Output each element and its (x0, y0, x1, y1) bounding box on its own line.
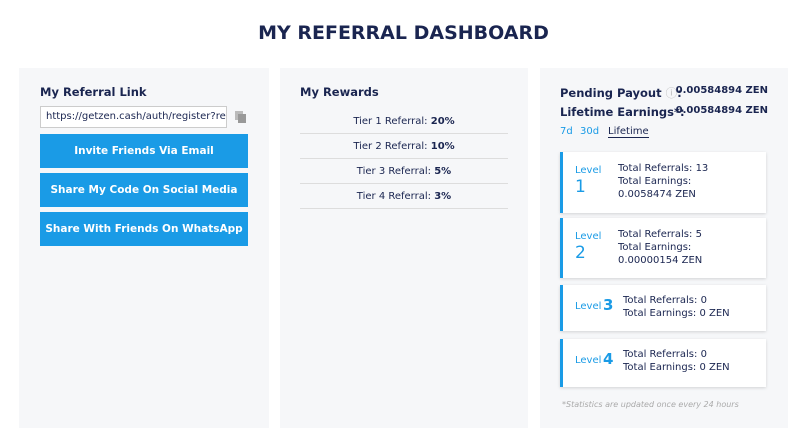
whatsapp-button[interactable]: Share With Friends On WhatsApp (40, 212, 248, 246)
level-stats: Total Referrals: 5 Total Earnings: 0.0000… (618, 228, 748, 267)
panel-title: My Referral Link (40, 85, 147, 99)
stats-panel: Pending Payout ⓘ: 0.00584894 ZEN Lifetim… (540, 68, 788, 428)
page-title: MY REFERRAL DASHBOARD (258, 22, 549, 44)
level-card: Level 3 Total Referrals: 0 Total Earnings: … (560, 285, 766, 331)
tier-row: Tier 1 Referral: 20% (300, 109, 508, 134)
tier-label: Tier 3 Referral: (356, 166, 432, 177)
tab[interactable]: 7d (560, 126, 573, 137)
tier-label: Tier 4 Referral: (356, 191, 432, 202)
total-earnings: Total Earnings: 0 ZEN (623, 362, 730, 373)
total-referrals: Total Referrals: 5 (618, 229, 702, 240)
total-referrals: Total Referrals: 0 (623, 295, 707, 306)
tier-value: 5% (434, 166, 452, 177)
level-stats: Total Referrals: 0 Total Earnings: 0 ZEN (623, 294, 753, 320)
copy-icon[interactable] (234, 110, 248, 124)
footnote: *Statistics are updated once every 24 ho… (562, 400, 739, 409)
social-button[interactable]: Share My Code On Social Media (40, 173, 248, 207)
total-referrals: Total Referrals: 0 (623, 349, 707, 360)
pending-label: Pending Payout ⓘ: (560, 85, 682, 101)
tab[interactable]: 30d (580, 126, 600, 137)
tier-value: 20% (430, 116, 455, 127)
tier-value: 10% (430, 141, 455, 152)
level-label: Level (575, 301, 602, 312)
total-referrals: Total Referrals: 13 (618, 163, 709, 174)
level-card: Level 1 Total Referrals: 13 Total Earnings:… (560, 152, 766, 213)
total-earnings: Total Earnings: 0 ZEN (623, 308, 730, 319)
level-number: 1 (575, 177, 586, 197)
level-stats: Total Referrals: 13 Total Earnings: 0.005… (618, 162, 748, 201)
level-label: Level (575, 231, 602, 242)
tier-label: Tier 2 Referral: (353, 141, 428, 152)
colon: : (677, 86, 682, 100)
lifetime-label: Lifetime Earnings*: (560, 105, 685, 119)
email-button[interactable]: Invite Friends Via Email (40, 134, 248, 168)
referral-url-input[interactable]: https://getzen.cash/auth/register?ref= (40, 106, 227, 128)
pending-label-text: Pending Payout (560, 86, 662, 100)
total-earnings: Total Earnings: 0.00000154 ZEN (618, 242, 703, 266)
referral-panel: My Referral Link https://getzen.cash/aut… (19, 68, 269, 428)
tier-label: Tier 1 Referral: (353, 116, 428, 127)
lifetime-value: 0.00584894 ZEN (675, 105, 768, 116)
total-earnings: Total Earnings: 0.0058474 ZEN (618, 176, 696, 200)
tab-active[interactable]: Lifetime (608, 126, 649, 138)
level-label: Level (575, 355, 602, 366)
info-icon[interactable]: ⓘ (665, 86, 678, 100)
tier-value: 3% (434, 191, 452, 202)
pending-value: 0.00584894 ZEN (675, 85, 768, 96)
tier-row: Tier 2 Referral: 10% (300, 134, 508, 159)
panel-title: My Rewards (300, 85, 379, 99)
level-card: Level 2 Total Referrals: 5 Total Earnings: … (560, 218, 766, 278)
rewards-panel: My Rewards Tier 1 Referral: 20% Tier 2 Re… (280, 68, 528, 428)
level-number: 3 (603, 296, 614, 314)
tier-row: Tier 4 Referral: 3% (300, 184, 508, 209)
level-stats: Total Referrals: 0 Total Earnings: 0 ZEN (623, 348, 753, 374)
level-number: 4 (603, 350, 614, 368)
level-number: 2 (575, 243, 586, 263)
level-card: Level 4 Total Referrals: 0 Total Earnings: … (560, 339, 766, 387)
tier-row: Tier 3 Referral: 5% (300, 159, 508, 184)
level-label: Level (575, 165, 602, 176)
